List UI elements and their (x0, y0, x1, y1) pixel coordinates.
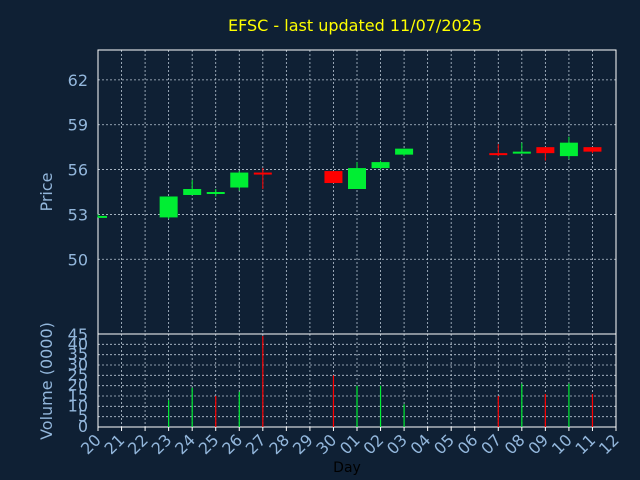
volume-bars (168, 336, 594, 427)
volume-tick-label: 15 (68, 386, 88, 405)
price-tick-label: 59 (68, 116, 88, 135)
price-tick-label: 50 (68, 250, 88, 269)
volume-tick-label: 0 (78, 417, 88, 436)
candle-body (395, 148, 414, 155)
candle-03 (395, 148, 414, 157)
price-tick-label: 56 (68, 161, 88, 180)
candle-01 (348, 162, 366, 190)
chart-title: EFSC - last updated 11/07/2025 (228, 16, 482, 35)
candle-body (512, 151, 531, 154)
candles (97, 136, 602, 219)
volume-tick-label: 5 (78, 407, 88, 426)
candle-body (253, 172, 272, 175)
candle-body (206, 192, 225, 194)
candle-27 (253, 168, 272, 190)
volume-axis-label: Volume (0000) (37, 322, 56, 440)
candle-body (324, 171, 343, 184)
candle-25 (206, 189, 225, 197)
x-ticks: 2021222324252627282930010203040506070809… (77, 427, 623, 458)
volume-tick-label: 20 (68, 376, 88, 395)
x-tick-label: 12 (595, 430, 623, 458)
candle-20 (97, 214, 107, 218)
price-tick-label: 45 (68, 325, 88, 344)
x-axis-label: Day (333, 460, 361, 476)
volume-tick-label: 30 (68, 355, 88, 374)
volume-tick-label: 40 (68, 334, 88, 353)
candle-07 (489, 144, 508, 157)
volume-tick-label: 35 (68, 345, 88, 364)
candle-24 (183, 180, 202, 195)
price-axis-label: Price (37, 172, 56, 211)
candle-09 (536, 147, 555, 161)
candle-23 (159, 196, 178, 219)
candle-30 (324, 171, 343, 184)
candle-11 (583, 147, 602, 154)
volume-tick-label: 10 (68, 396, 88, 415)
price-y-ticks: 50 53 56 59 62 45 (68, 71, 88, 344)
candle-body (559, 142, 578, 157)
candle-body (98, 215, 107, 218)
volume-tick-label: 25 (68, 365, 88, 384)
candle-body (489, 153, 508, 156)
candle-08 (512, 142, 531, 154)
price-grid (98, 50, 616, 334)
candle-body (536, 147, 555, 154)
candle-26 (230, 171, 249, 191)
price-tick-label: 62 (68, 71, 88, 90)
candle-body (230, 172, 249, 188)
candle-body (183, 189, 202, 195)
candle-body (371, 162, 390, 169)
candle-02 (371, 160, 390, 170)
candle-10 (559, 136, 578, 160)
candle-body (583, 147, 602, 152)
price-tick-label: 53 (68, 205, 88, 224)
candle-body (159, 196, 178, 218)
candle-body (348, 168, 366, 190)
